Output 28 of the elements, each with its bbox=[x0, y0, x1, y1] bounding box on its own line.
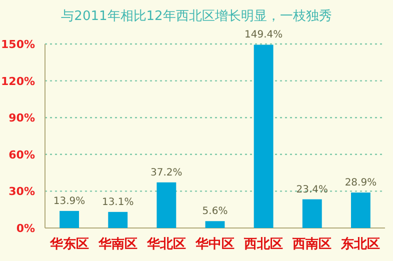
x-tick-label: 东北区 bbox=[340, 236, 380, 251]
bar bbox=[156, 182, 176, 228]
x-tick-label: 西南区 bbox=[292, 236, 332, 251]
data-label: 149.4% bbox=[244, 30, 283, 41]
bar bbox=[351, 192, 370, 228]
data-label: 28.9% bbox=[344, 178, 377, 189]
y-tick-label: 90% bbox=[8, 112, 35, 125]
y-tick-label: 30% bbox=[8, 185, 35, 198]
x-tick-label: 西北区 bbox=[243, 236, 284, 251]
bar bbox=[205, 221, 225, 228]
y-tick-label: 150% bbox=[1, 38, 35, 51]
data-label: 5.6% bbox=[202, 206, 228, 218]
x-tick-label: 华南区 bbox=[97, 236, 138, 251]
y-tick-label: 0% bbox=[16, 222, 35, 235]
bar bbox=[254, 44, 274, 228]
bar bbox=[60, 210, 79, 228]
bar bbox=[302, 199, 322, 228]
data-label: 13.1% bbox=[102, 196, 134, 208]
data-label: 13.9% bbox=[53, 196, 86, 207]
x-tick-label: 华东区 bbox=[48, 236, 89, 251]
bar bbox=[108, 212, 128, 228]
y-tick-label: 120% bbox=[1, 74, 35, 88]
data-label: 23.4% bbox=[296, 184, 328, 196]
chart-title: 与2011年相比12年西北区增长明显，一枝独秀 bbox=[61, 9, 332, 24]
x-tick-label: 华北区 bbox=[146, 236, 186, 251]
x-tick-label: 华中区 bbox=[194, 236, 234, 251]
y-tick-label: 60% bbox=[8, 148, 35, 162]
data-label: 37.2% bbox=[150, 167, 182, 178]
